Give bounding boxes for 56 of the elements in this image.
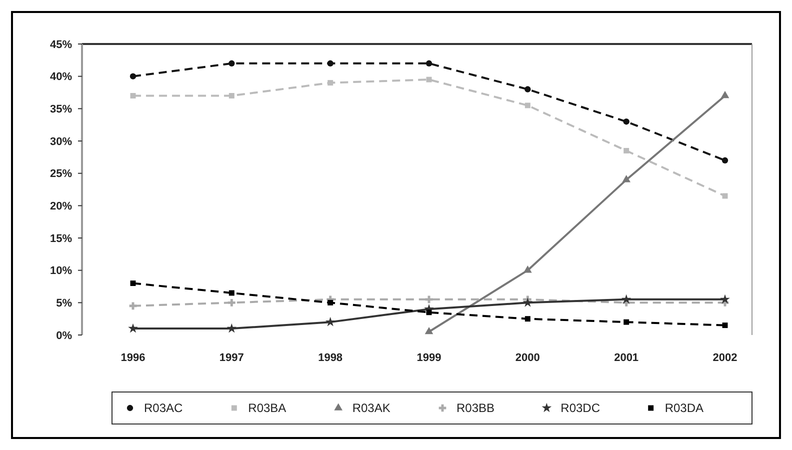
- x-tick-label: 1996: [120, 352, 146, 364]
- point: [228, 290, 234, 296]
- point: [325, 316, 336, 326]
- y-tick-label: 45%: [50, 38, 72, 51]
- point: [623, 118, 630, 125]
- legend-label: R03DA: [664, 401, 704, 416]
- x-tick-label: 1997: [219, 352, 244, 364]
- x-tick-label: 2001: [614, 352, 639, 364]
- y-tick-label: 5%: [56, 298, 72, 310]
- y-tick-label: 0%: [56, 330, 72, 342]
- point: [228, 298, 236, 306]
- point: [622, 174, 630, 182]
- y-tick-label: 20%: [50, 200, 72, 213]
- legend-label: R03AC: [144, 401, 184, 416]
- point: [328, 300, 334, 306]
- point: [722, 157, 728, 164]
- y-tick-label: 30%: [50, 136, 72, 148]
- point: [327, 60, 334, 66]
- point: [722, 322, 728, 328]
- y-tick-label: 40%: [50, 71, 72, 84]
- point: [130, 73, 136, 80]
- point: [424, 326, 434, 334]
- x-tick-label: 1998: [318, 352, 343, 364]
- point: [720, 294, 730, 304]
- point: [621, 294, 632, 304]
- x-tick-label: 2002: [712, 352, 738, 364]
- point: [328, 80, 334, 86]
- point: [130, 92, 136, 98]
- point: [426, 60, 432, 66]
- legend-label: R03BB: [456, 401, 495, 416]
- legend-label: R03DC: [560, 401, 600, 416]
- point: [720, 90, 730, 98]
- y-tick-label: 15%: [50, 232, 72, 245]
- legend-label: R03BA: [248, 401, 286, 416]
- point: [129, 302, 137, 310]
- point: [624, 148, 630, 154]
- point: [128, 323, 138, 333]
- point: [522, 297, 533, 307]
- point: [624, 319, 630, 325]
- point: [426, 310, 432, 316]
- x-tick-label: 1999: [416, 352, 442, 364]
- point: [426, 76, 432, 82]
- point: [130, 280, 136, 286]
- y-tick-label: 25%: [50, 168, 72, 180]
- point: [226, 323, 237, 333]
- point: [228, 92, 234, 98]
- point: [524, 102, 530, 108]
- x-tick-label: 2000: [515, 352, 540, 364]
- legend-label: R03AK: [352, 401, 390, 416]
- y-tick-label: 10%: [50, 265, 72, 278]
- point: [228, 60, 235, 66]
- point: [722, 193, 728, 199]
- point: [524, 86, 531, 92]
- y-tick-label: 35%: [50, 104, 72, 116]
- point: [524, 266, 532, 273]
- point: [524, 316, 530, 322]
